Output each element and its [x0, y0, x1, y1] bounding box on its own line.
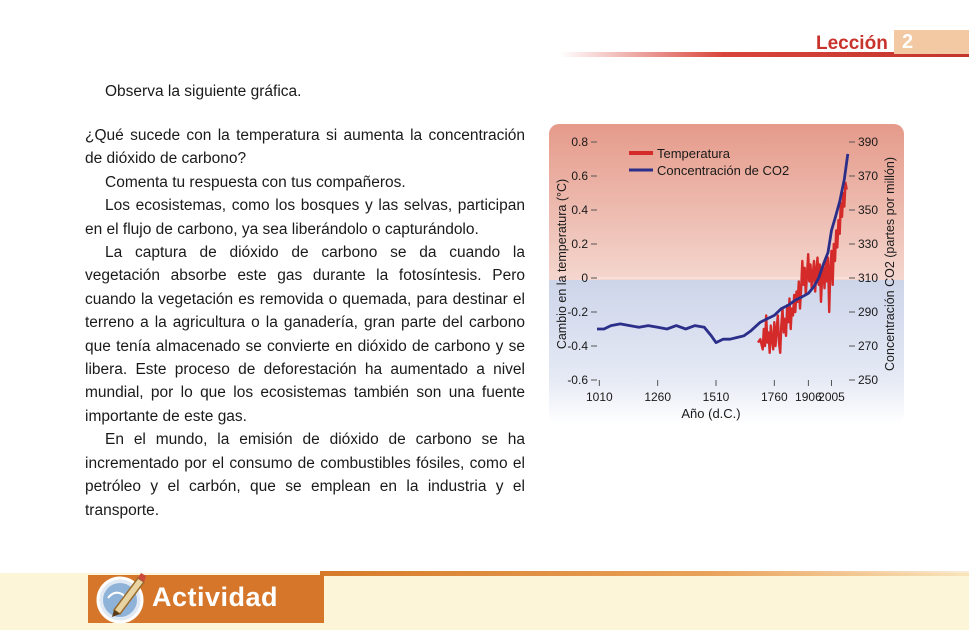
question-paragraph: ¿Qué sucede con la temperatura si aument… [85, 127, 525, 168]
y-left-tick-label: 0.2 [571, 237, 588, 251]
y-left-tick-label: 0.4 [571, 203, 588, 217]
y-right-tick-label: 270 [858, 339, 878, 353]
y-left-tick-label: 0 [581, 271, 588, 285]
y-axis-right-title: Concentración CO2 (partes por millón) [883, 157, 897, 371]
y-right-tick-label: 290 [858, 305, 878, 319]
paragraph-1: Comenta tu respuesta con tus compañeros. [105, 173, 406, 191]
y-right-tick-label: 350 [858, 203, 878, 217]
x-tick-label: 1760 [761, 390, 788, 404]
y-left-tick-label: -0.4 [567, 339, 588, 353]
y-left-tick-label: -0.6 [567, 373, 588, 387]
y-left-tick-label: 0.8 [571, 135, 588, 149]
lesson-label: Lección [816, 33, 888, 54]
intro-text: Observa la siguiente gráfica. [105, 83, 302, 100]
x-tick-label: 2005 [818, 390, 845, 404]
y-left-tick-label: -0.2 [567, 305, 588, 319]
y-left-tick-label: 0.6 [571, 169, 588, 183]
bottom-line [320, 571, 969, 576]
x-tick-label: 1010 [586, 390, 613, 404]
header-bar [560, 52, 969, 57]
y-right-tick-label: 390 [858, 135, 878, 149]
paragraph-3: La captura de dióxido de carbono se da c… [85, 244, 525, 425]
y-axis-left-title: Cambio en la temperatura (°C) [555, 179, 569, 349]
paragraph-2: Los ecosistemas, como los bosques y las … [85, 197, 525, 238]
x-axis-title: Año (d.C.) [681, 406, 740, 421]
x-tick-label: 1260 [644, 390, 671, 404]
activity-label: Actividad [152, 582, 279, 612]
y-right-tick-label: 310 [858, 271, 878, 285]
chart-bg-cool [549, 280, 904, 424]
y-right-tick-label: 250 [858, 373, 878, 387]
legend-temperature-label: Temperatura [657, 146, 731, 161]
pencil-globe-icon [96, 573, 146, 624]
legend-co2-label: Concentración de CO2 [657, 163, 789, 178]
x-tick-label: 1510 [703, 390, 730, 404]
co2-temperature-chart: 0.8 0.6 0.4 0.2 0 -0.2 -0.4 -0.6 390 370 350 330 310… [549, 124, 904, 424]
paragraph-4: En el mundo, la emisión de dióxido de ca… [85, 431, 525, 519]
x-tick-label: 1906 [795, 390, 822, 404]
temperature-series-line [757, 181, 848, 355]
lesson-number: 2 [894, 30, 969, 54]
y-right-tick-label: 370 [858, 169, 878, 183]
co2-series-line [597, 153, 850, 345]
body-text: ¿Qué sucede con la temperatura si aument… [85, 124, 525, 522]
y-right-tick-label: 330 [858, 237, 878, 251]
